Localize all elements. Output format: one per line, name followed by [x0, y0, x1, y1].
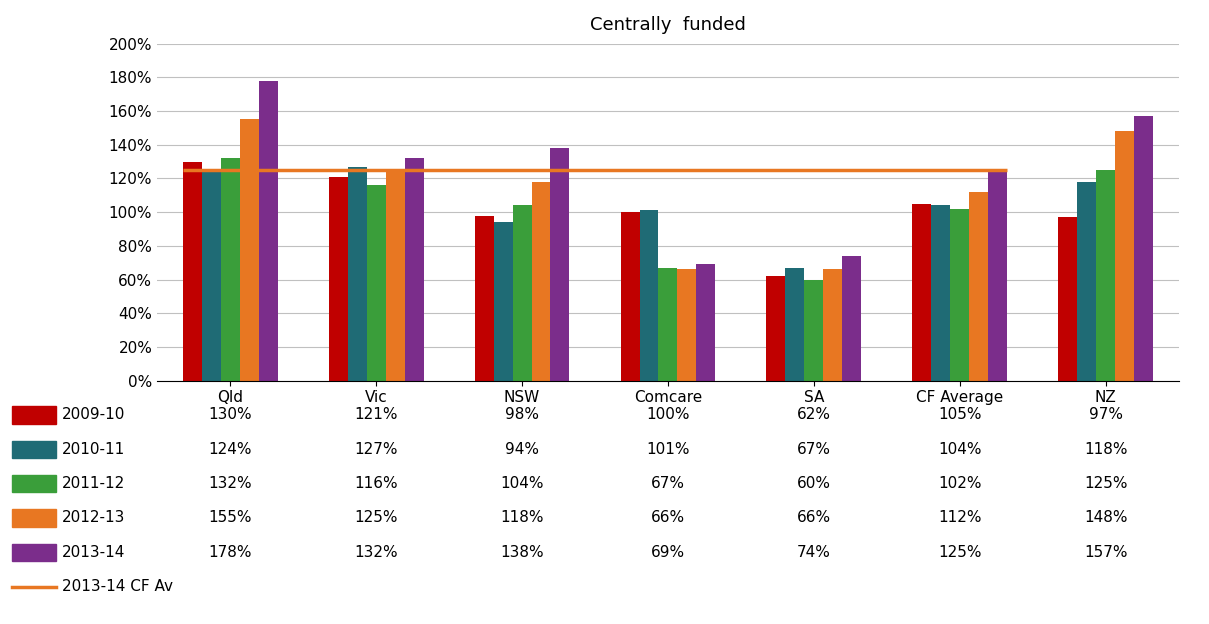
- Bar: [696, 265, 716, 381]
- Bar: [475, 215, 493, 381]
- Bar: [988, 170, 1007, 381]
- Text: 125%: 125%: [354, 510, 398, 525]
- Bar: [513, 205, 532, 381]
- Text: 69%: 69%: [650, 545, 686, 560]
- Bar: [1058, 217, 1077, 381]
- Bar: [823, 270, 843, 381]
- Bar: [348, 167, 366, 381]
- Bar: [1077, 182, 1097, 381]
- Text: 132%: 132%: [208, 476, 251, 491]
- Bar: [767, 276, 786, 381]
- Text: 112%: 112%: [938, 510, 982, 525]
- Text: 157%: 157%: [1084, 545, 1128, 560]
- Bar: [1115, 131, 1134, 381]
- Bar: [329, 177, 348, 381]
- Text: 2010-11: 2010-11: [62, 442, 125, 457]
- Text: 121%: 121%: [354, 407, 398, 422]
- Text: 97%: 97%: [1089, 407, 1123, 422]
- Text: 124%: 124%: [208, 442, 251, 457]
- Text: 60%: 60%: [797, 476, 831, 491]
- Text: 2009-10: 2009-10: [62, 407, 125, 422]
- Bar: [659, 268, 677, 381]
- Text: 116%: 116%: [354, 476, 398, 491]
- Bar: [532, 182, 550, 381]
- Text: 105%: 105%: [938, 407, 982, 422]
- Bar: [786, 268, 804, 381]
- Text: 101%: 101%: [647, 442, 689, 457]
- Text: 98%: 98%: [505, 407, 539, 422]
- Bar: [239, 119, 259, 381]
- Text: 2012-13: 2012-13: [62, 510, 125, 525]
- Text: 148%: 148%: [1084, 510, 1128, 525]
- Bar: [1134, 116, 1153, 381]
- Bar: [950, 209, 970, 381]
- Text: 125%: 125%: [938, 545, 982, 560]
- Bar: [202, 172, 221, 381]
- Text: 138%: 138%: [501, 545, 544, 560]
- Text: 104%: 104%: [501, 476, 544, 491]
- Text: 2011-12: 2011-12: [62, 476, 125, 491]
- Text: 66%: 66%: [650, 510, 686, 525]
- Text: 127%: 127%: [354, 442, 398, 457]
- Bar: [913, 203, 931, 381]
- Text: 104%: 104%: [938, 442, 982, 457]
- Bar: [970, 192, 988, 381]
- Text: 100%: 100%: [647, 407, 689, 422]
- Text: 155%: 155%: [208, 510, 251, 525]
- Text: 132%: 132%: [354, 545, 398, 560]
- Text: 118%: 118%: [1084, 442, 1128, 457]
- Bar: [493, 222, 513, 381]
- Text: 62%: 62%: [797, 407, 831, 422]
- Text: 2013-14: 2013-14: [62, 545, 125, 560]
- Text: 130%: 130%: [208, 407, 251, 422]
- Text: 74%: 74%: [797, 545, 831, 560]
- Bar: [405, 158, 423, 381]
- Bar: [640, 210, 659, 381]
- Bar: [221, 158, 239, 381]
- Text: 67%: 67%: [797, 442, 831, 457]
- Text: 67%: 67%: [650, 476, 686, 491]
- Text: 94%: 94%: [505, 442, 539, 457]
- Text: 102%: 102%: [938, 476, 982, 491]
- Bar: [550, 148, 569, 381]
- Bar: [843, 256, 861, 381]
- Bar: [804, 280, 823, 381]
- Text: 125%: 125%: [1084, 476, 1128, 491]
- Text: 2013-14 CF Av: 2013-14 CF Av: [62, 579, 173, 594]
- Bar: [1097, 170, 1115, 381]
- Bar: [620, 212, 640, 381]
- Bar: [183, 162, 202, 381]
- Title: Centrally  funded: Centrally funded: [590, 16, 746, 34]
- Bar: [386, 170, 405, 381]
- Bar: [931, 205, 950, 381]
- Text: 178%: 178%: [208, 545, 251, 560]
- Bar: [677, 270, 696, 381]
- Bar: [259, 80, 278, 381]
- Text: 118%: 118%: [501, 510, 544, 525]
- Text: 66%: 66%: [797, 510, 831, 525]
- Bar: [366, 185, 386, 381]
